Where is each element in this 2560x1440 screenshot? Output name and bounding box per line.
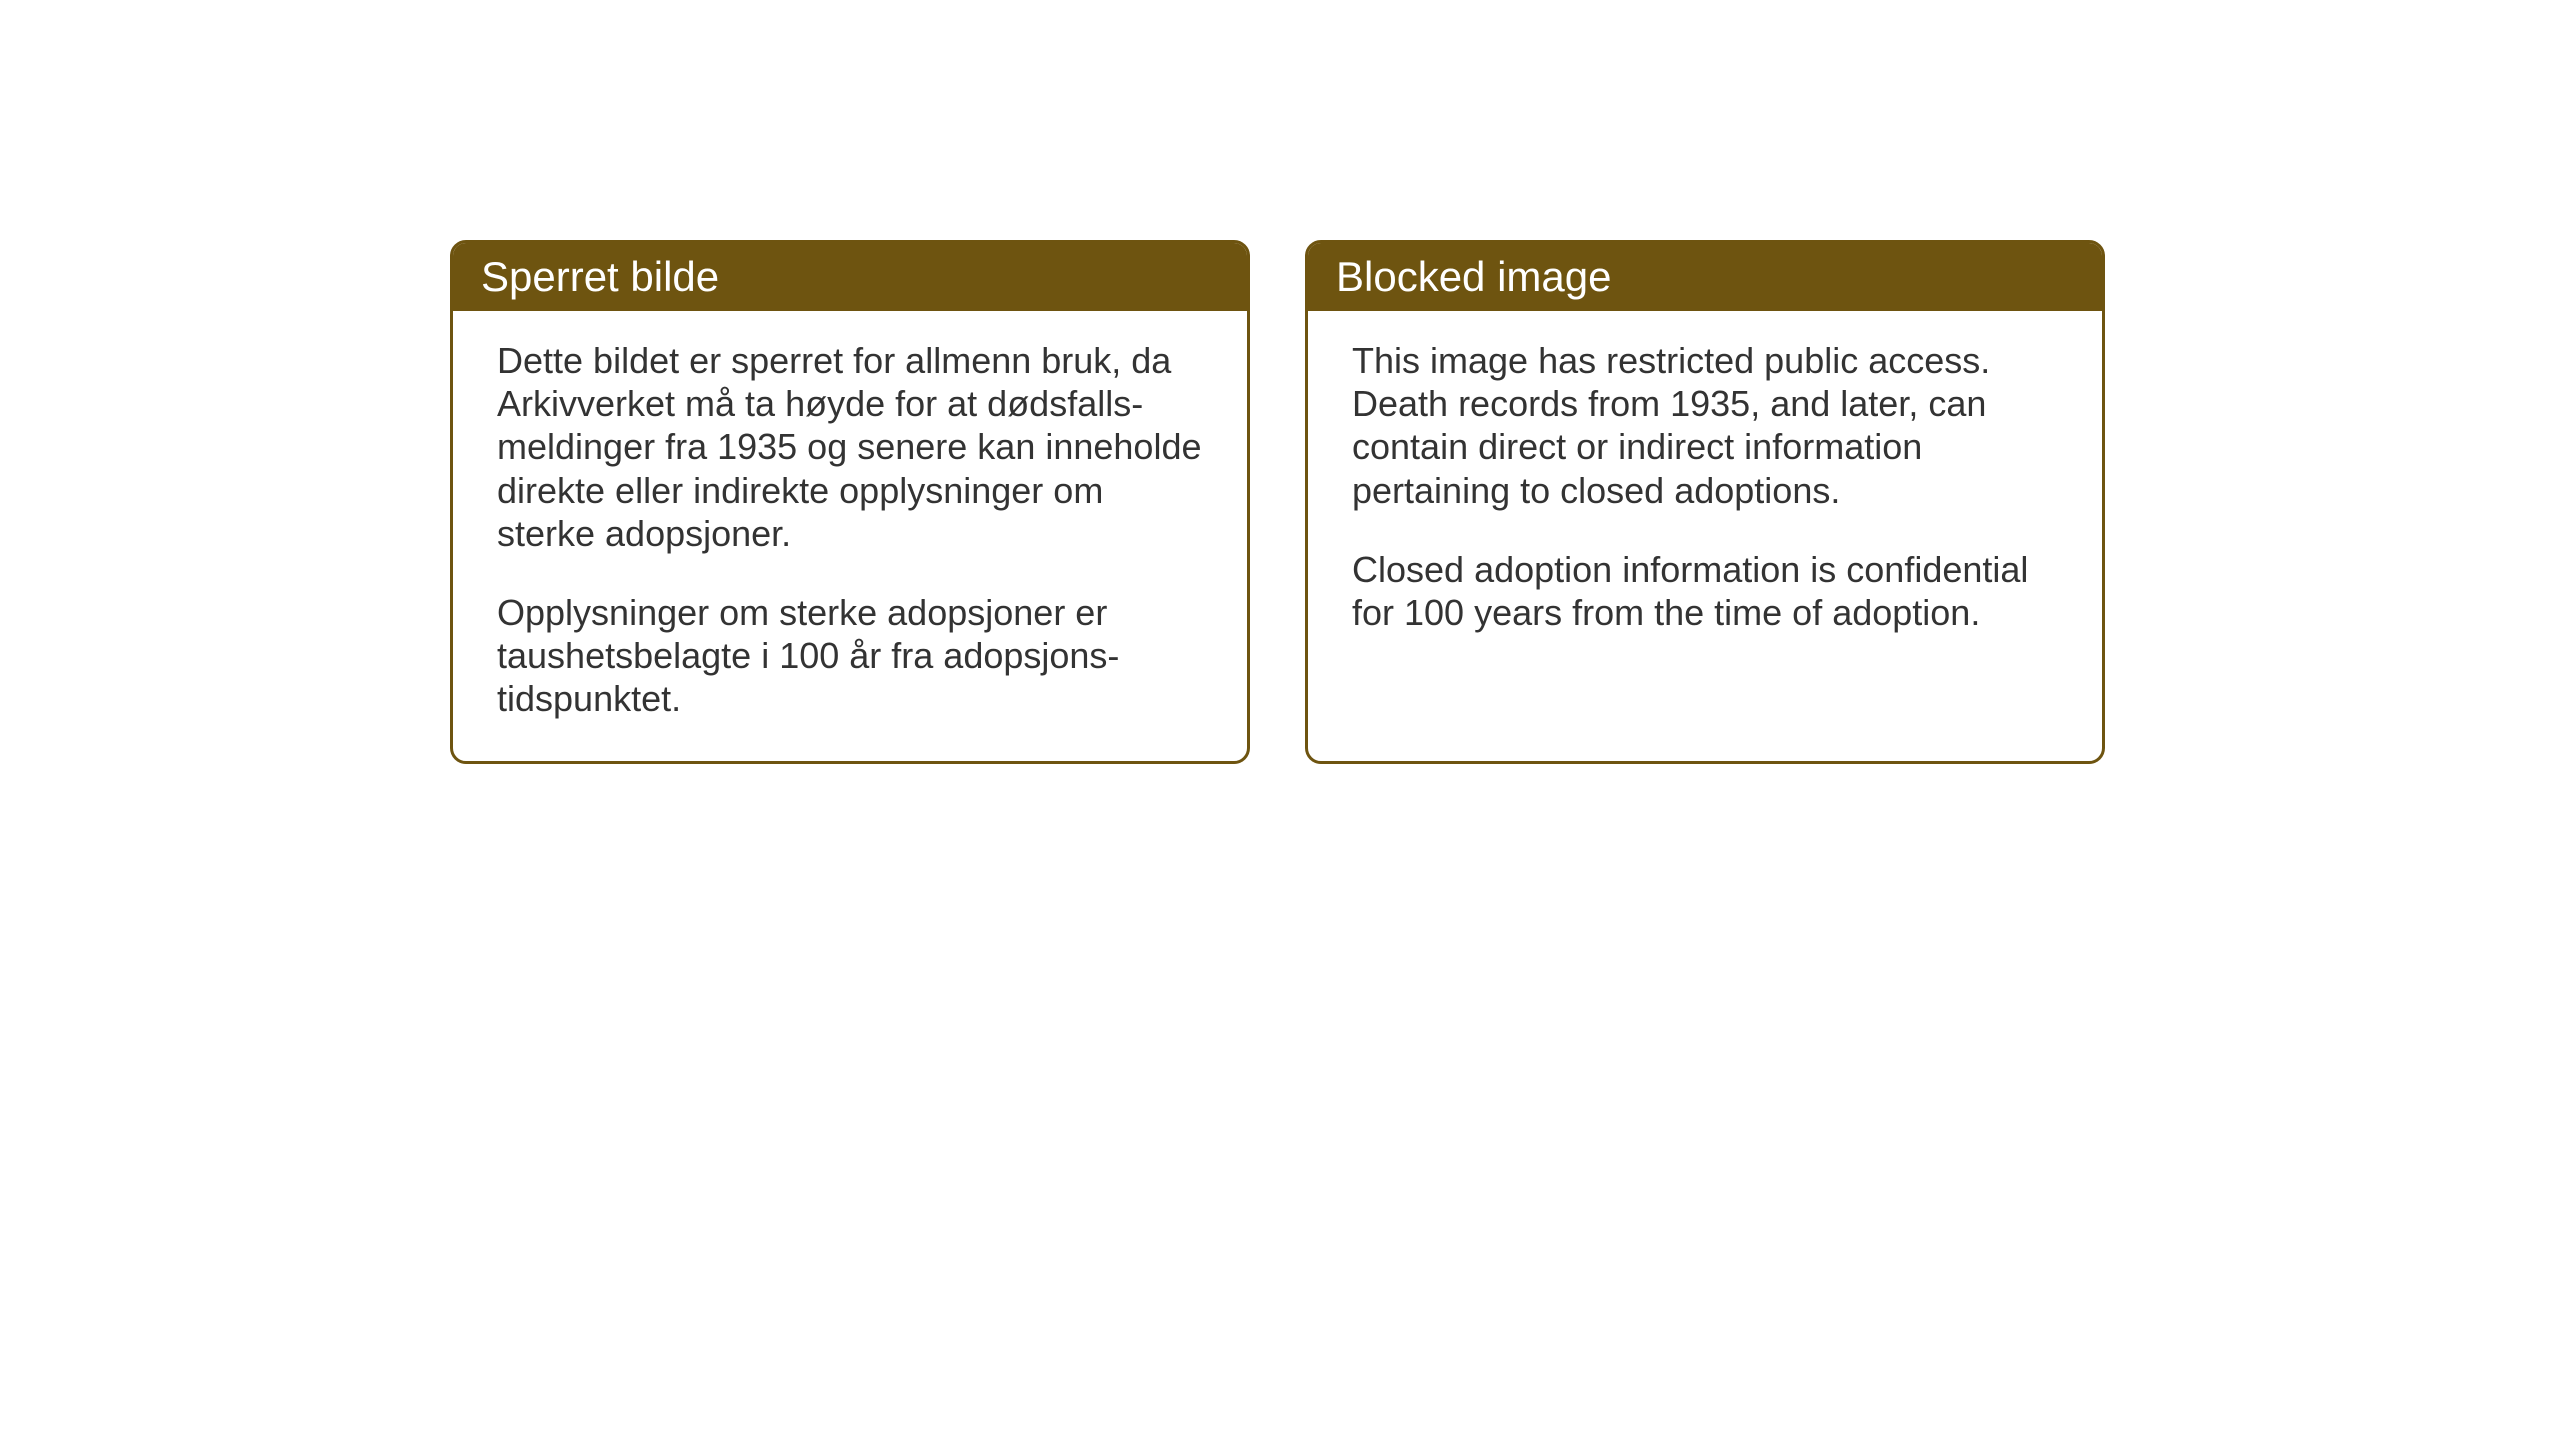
norwegian-card-title: Sperret bilde <box>453 243 1247 311</box>
english-card-title: Blocked image <box>1308 243 2102 311</box>
norwegian-paragraph-2: Opplysninger om sterke adopsjoner er tau… <box>497 591 1203 721</box>
english-paragraph-2: Closed adoption information is confident… <box>1352 548 2058 634</box>
norwegian-card: Sperret bilde Dette bildet er sperret fo… <box>450 240 1250 764</box>
norwegian-card-body: Dette bildet er sperret for allmenn bruk… <box>453 311 1247 761</box>
english-paragraph-1: This image has restricted public access.… <box>1352 339 2058 512</box>
english-card: Blocked image This image has restricted … <box>1305 240 2105 764</box>
english-card-body: This image has restricted public access.… <box>1308 311 2102 674</box>
norwegian-paragraph-1: Dette bildet er sperret for allmenn bruk… <box>497 339 1203 555</box>
cards-container: Sperret bilde Dette bildet er sperret fo… <box>450 240 2560 764</box>
